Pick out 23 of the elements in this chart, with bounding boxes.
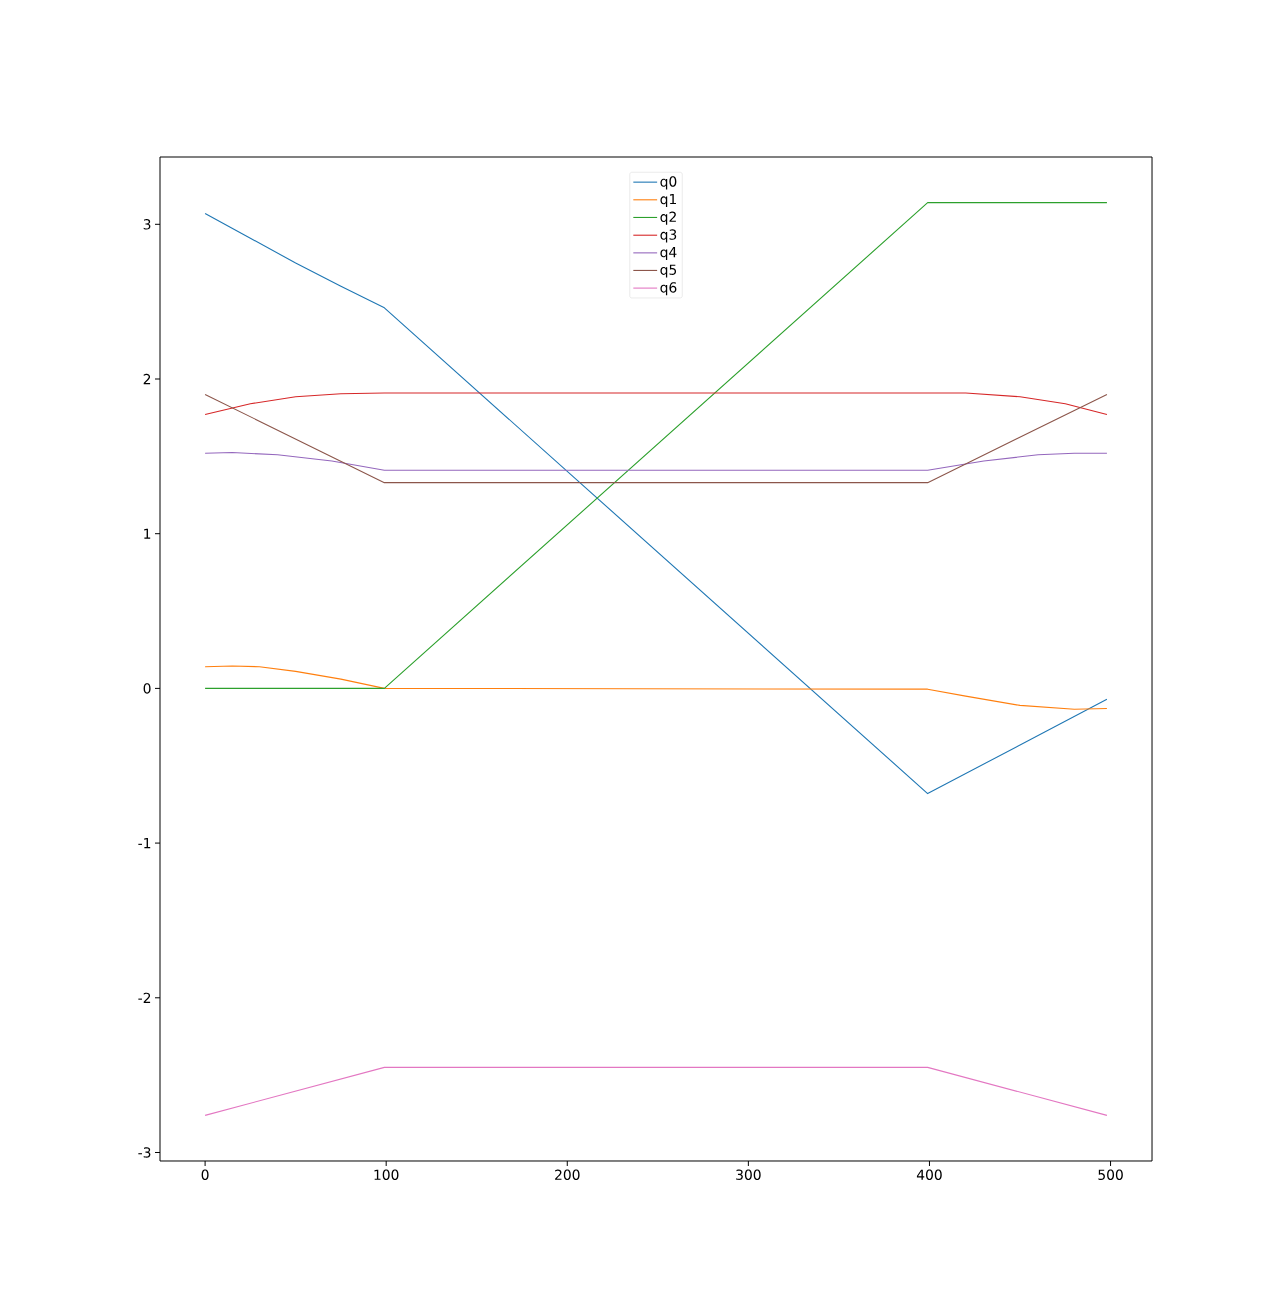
legend-label: q1	[660, 194, 676, 207]
legend-label: q2	[660, 211, 676, 225]
legend-label: q4	[660, 247, 677, 261]
legend-label: q3	[660, 229, 677, 243]
legend-label: q6	[660, 282, 677, 296]
x-tick-label: 500	[1098, 1169, 1123, 1180]
line-series	[204, 665, 1108, 710]
line-series	[204, 451, 1108, 471]
y-tick-label: -2	[138, 992, 151, 1003]
y-tick-label: 2	[143, 373, 151, 385]
y-tick-label: 0	[143, 683, 151, 694]
x-tick-label: 300	[736, 1169, 761, 1180]
y-tick-label: 3	[143, 219, 151, 230]
y-tick-label: 1	[144, 528, 151, 539]
legend-label: q5	[660, 264, 677, 278]
x-tick-label: 400	[916, 1169, 942, 1180]
y-tick-label: -1	[138, 838, 151, 849]
y-tick-label: -3	[138, 1147, 151, 1158]
x-tick-label: 0	[201, 1169, 209, 1180]
legend-label: q0	[660, 176, 677, 190]
x-tick-label: 100	[374, 1169, 399, 1180]
line-series	[204, 212, 1108, 795]
x-tick-label: 200	[555, 1169, 580, 1180]
